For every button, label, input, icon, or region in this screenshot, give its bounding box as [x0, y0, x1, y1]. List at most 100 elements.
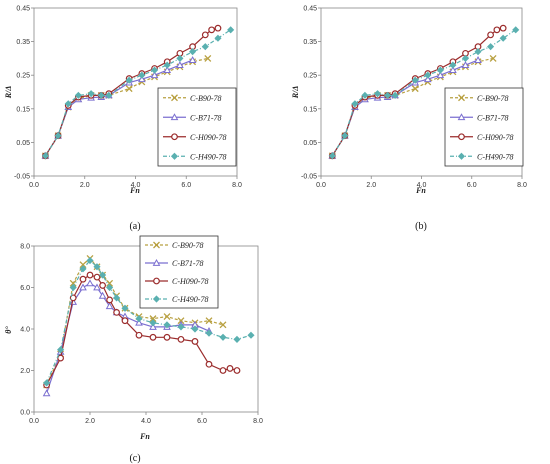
series-line	[331, 27, 504, 157]
data-point	[149, 333, 157, 341]
data-point	[105, 302, 114, 310]
data-point	[512, 26, 520, 34]
data-point	[79, 275, 87, 283]
y-tick-label: 0.05	[16, 140, 30, 147]
data-point	[436, 66, 444, 74]
data-point	[150, 71, 159, 79]
panel-caption: (b)	[415, 221, 427, 232]
data-point	[233, 335, 241, 343]
data-point	[153, 277, 160, 285]
data-point	[138, 71, 146, 79]
legend-label: C-H490-78	[172, 295, 208, 304]
legend-box	[157, 87, 237, 167]
data-point	[93, 273, 101, 281]
data-point	[499, 24, 507, 32]
x-tick-label: 6.0	[181, 182, 191, 189]
data-point	[106, 296, 113, 304]
data-point	[188, 56, 197, 63]
data-point	[135, 331, 143, 339]
data-point	[42, 389, 51, 397]
data-point	[163, 66, 172, 74]
legend-box	[139, 235, 219, 309]
legend-label: C-B71-78	[172, 259, 204, 268]
data-point	[93, 263, 101, 271]
x-tick-label: 6.0	[197, 418, 207, 425]
data-point	[57, 346, 65, 354]
legend-label: C-H090-78	[172, 277, 208, 286]
data-point	[98, 291, 107, 299]
legend-label: C-H090-78	[477, 133, 513, 142]
data-point	[121, 317, 129, 325]
x-tick-label: 6.0	[467, 182, 477, 189]
data-point	[149, 322, 157, 330]
data-point	[163, 61, 171, 69]
data-point	[233, 367, 241, 374]
data-point	[86, 256, 94, 265]
data-point	[171, 94, 178, 102]
series-line	[44, 27, 219, 157]
data-point	[457, 152, 466, 160]
data-point	[170, 113, 179, 121]
data-point	[499, 34, 507, 42]
chart-panel-1: 0.0 2.0 4.0 6.0 8.0 -0.05 0.05 0.15 0.25 0.35 0.45…	[4, 6, 242, 233]
data-point	[69, 279, 77, 287]
chart-panel-3: 0.0 2.0 4.0 6.0 8.0 0.0 2.0 4.0 6.0 8.0 Fn θ° C-B90-…	[4, 235, 263, 464]
data-point	[150, 66, 159, 74]
x-tick-label: 8.0	[232, 182, 242, 189]
data-point	[135, 315, 143, 323]
y-tick-label: -0.05	[14, 174, 30, 181]
data-point	[474, 56, 482, 63]
y-tick-label: 0.05	[303, 140, 317, 147]
series-line	[331, 29, 517, 157]
data-point	[457, 113, 466, 121]
y-tick-label: 0.25	[16, 73, 30, 80]
data-point	[43, 379, 51, 387]
chart-panel-2: 0.0 2.0 4.0 6.0 8.0 -0.05 0.05 0.15 0.25 0.35 0.45…	[291, 6, 527, 233]
data-point	[384, 91, 392, 99]
y-tick-label: 0.35	[303, 39, 317, 46]
data-point	[177, 317, 185, 325]
data-point	[411, 85, 419, 93]
data-point	[87, 90, 95, 98]
y-tick-label: 4.0	[20, 327, 30, 334]
data-point	[106, 279, 114, 287]
y-tick-label: 0.25	[303, 73, 317, 80]
x-tick-label: 2.0	[80, 182, 90, 189]
data-point	[171, 133, 178, 141]
y-axis-label: R/Δ	[291, 86, 300, 100]
data-point	[93, 283, 101, 291]
data-point	[106, 283, 114, 292]
data-point	[219, 367, 227, 374]
legend-label: C-H490-78	[190, 152, 226, 161]
x-axis-label: Fn	[415, 186, 426, 195]
y-tick-label: 6.0	[20, 285, 30, 292]
data-point	[214, 34, 222, 42]
data-point	[79, 283, 87, 291]
legend: C-B90-78 C-B71-78 C-H090-78 C-H490-78	[157, 87, 237, 167]
data-point	[113, 294, 121, 302]
x-tick-label: 4.0	[417, 182, 427, 189]
data-point	[121, 304, 129, 312]
data-point	[163, 321, 171, 329]
x-tick-label: 8.0	[253, 418, 263, 425]
data-point	[487, 43, 495, 51]
data-point	[79, 265, 87, 273]
data-point	[176, 54, 184, 62]
x-axis-label: Fn	[129, 186, 140, 195]
legend-label: C-B90-78	[190, 94, 222, 103]
series-c-h490-78	[43, 256, 255, 387]
data-point	[489, 54, 497, 62]
data-point	[227, 26, 235, 34]
x-tick-label: 0.0	[29, 182, 39, 189]
x-axis-label: Fn	[139, 432, 150, 441]
data-point	[163, 333, 171, 341]
data-point	[411, 76, 419, 84]
data-point	[226, 365, 234, 372]
data-point	[191, 325, 199, 333]
series-c-h490-78	[328, 26, 520, 160]
data-point	[373, 90, 382, 98]
data-point	[449, 66, 457, 74]
data-point	[163, 313, 171, 321]
legend: C-B90-78 C-B71-78 C-H090-78 C-H490-78	[139, 235, 219, 309]
y-tick-label: 0.45	[303, 6, 317, 13]
